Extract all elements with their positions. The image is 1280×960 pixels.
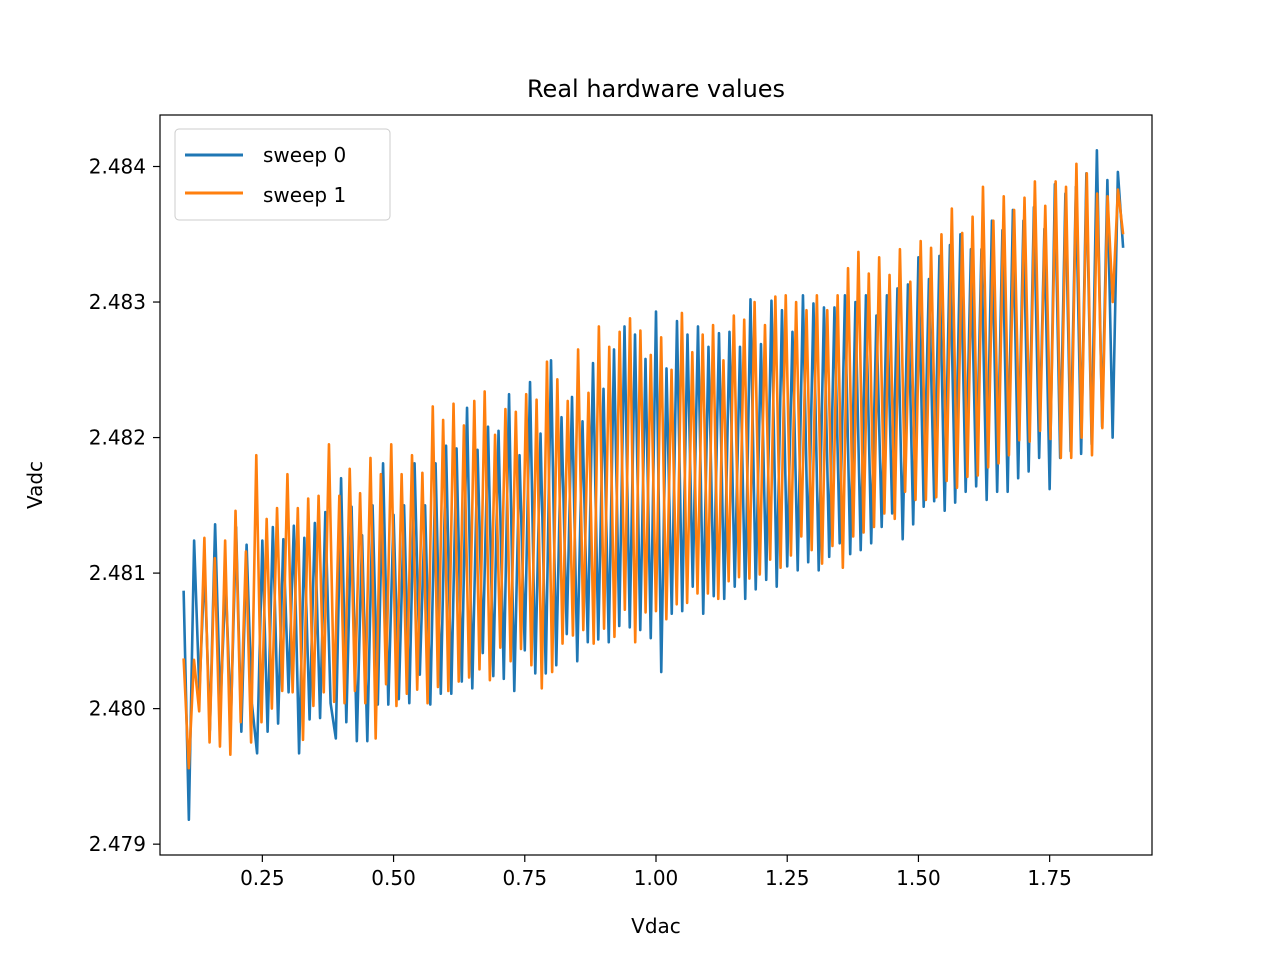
x-tick-label: 0.75 <box>503 866 548 890</box>
series-line-sweep-1 <box>182 162 1125 770</box>
legend: sweep 0 sweep 1 <box>174 128 391 221</box>
x-tick-label: 0.25 <box>240 866 285 890</box>
series-layer <box>182 148 1125 822</box>
y-tick-label: 2.483 <box>89 290 146 314</box>
chart-title: Real hardware values <box>527 75 785 103</box>
legend-label-sweep-0: sweep 0 <box>263 143 346 167</box>
legend-label-sweep-1: sweep 1 <box>263 183 346 207</box>
y-axis: 2.479 2.480 2.481 2.482 2.483 2.484 <box>89 155 160 856</box>
y-axis-label: Vadc <box>23 461 47 509</box>
y-tick-label: 2.480 <box>89 697 146 721</box>
y-tick-label: 2.481 <box>89 561 146 585</box>
y-tick-label: 2.479 <box>89 832 146 856</box>
x-axis: 0.25 0.50 0.75 1.00 1.25 1.50 1.75 <box>240 855 1072 890</box>
x-tick-label: 1.50 <box>896 866 941 890</box>
x-tick-label: 1.75 <box>1027 866 1072 890</box>
x-tick-label: 1.25 <box>765 866 810 890</box>
y-tick-label: 2.484 <box>89 155 146 179</box>
legend-box <box>174 128 391 221</box>
x-axis-label: Vdac <box>631 914 681 938</box>
x-tick-label: 1.00 <box>634 866 679 890</box>
y-tick-label: 2.482 <box>89 426 146 450</box>
x-tick-label: 0.50 <box>371 866 416 890</box>
